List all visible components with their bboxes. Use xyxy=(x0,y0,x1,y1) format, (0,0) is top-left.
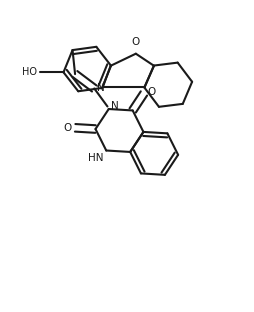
Text: O: O xyxy=(132,37,140,47)
Text: O: O xyxy=(64,123,72,133)
Text: HN: HN xyxy=(88,153,104,163)
Text: N: N xyxy=(97,83,105,93)
Text: N: N xyxy=(110,101,118,111)
Text: O: O xyxy=(147,87,155,97)
Text: HO: HO xyxy=(23,67,38,77)
